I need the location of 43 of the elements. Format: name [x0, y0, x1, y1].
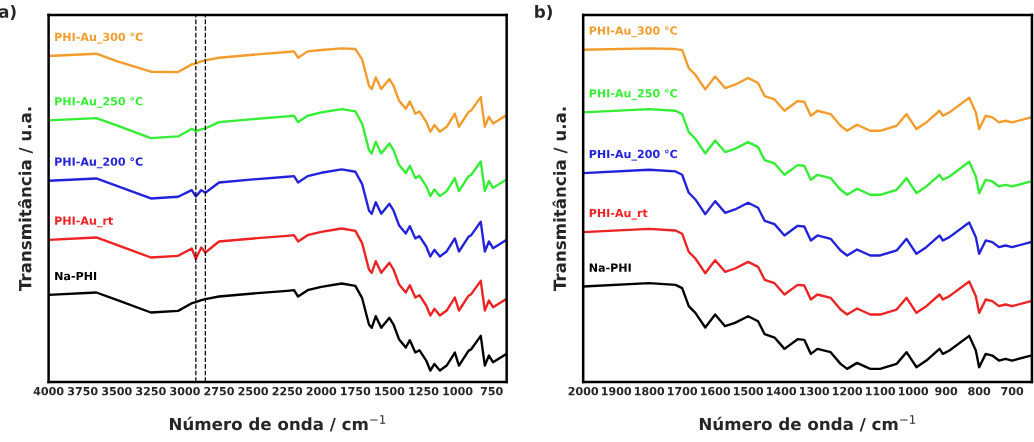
series-label: PHI-Au_200 °C — [589, 149, 678, 161]
x-axis-title: Número de onda / cm$^{−1}$ — [699, 415, 916, 432]
series-label: PHI-Au_300 °C — [589, 26, 678, 38]
x-tick-label: 2000 — [306, 386, 337, 396]
x-tick-label: 1600 — [700, 386, 731, 396]
x-tick-label: 1250 — [409, 386, 439, 396]
series-label: PHI-Au_250 °C — [589, 88, 678, 100]
x-tick-label: 3250 — [136, 386, 166, 396]
x-tick-label: 800 — [968, 386, 991, 396]
x-tick-label: 4000 — [33, 386, 64, 396]
series-label: PHI-Au_rt — [55, 216, 113, 228]
x-tick-label: 900 — [935, 386, 958, 396]
x-tick-label: 2000 — [568, 386, 599, 396]
x-tick-label: 1000 — [443, 386, 473, 396]
x-tick-label: 1300 — [799, 386, 830, 396]
x-tick-label: 1400 — [766, 386, 797, 396]
series-label: Na-PHI — [589, 263, 631, 272]
x-tick-label: 3500 — [102, 386, 132, 396]
x-tick-label: 3750 — [67, 386, 98, 396]
chart-title: b) — [535, 5, 552, 20]
x-tick-label: 1750 — [341, 386, 371, 396]
x-tick-label: 1000 — [898, 386, 929, 396]
x-tick-label: 3000 — [170, 386, 200, 396]
x-tick-label: 2500 — [238, 386, 269, 396]
y-axis-title: Transmitância / u.a. — [17, 107, 33, 291]
x-tick-label: 750 — [480, 386, 503, 396]
x-tick-label: 2750 — [204, 386, 234, 396]
series-label: Na-PHI — [55, 271, 97, 281]
x-tick-label: 1800 — [634, 386, 665, 396]
series-label: PHI-Au_300 °C — [55, 32, 143, 44]
x-tick-label: 1700 — [667, 386, 698, 396]
series-label: PHI-Au_200 °C — [55, 157, 143, 169]
x-tick-label: 1500 — [375, 386, 405, 396]
x-tick-label: 1900 — [601, 386, 632, 396]
x-tick-label: 700 — [1001, 386, 1024, 396]
x-tick-label: 2250 — [272, 386, 303, 396]
x-axis-title: Número de onda / cm$^{−1}$ — [169, 415, 386, 432]
series-label: PHI-Au_rt — [589, 208, 648, 220]
x-tick-label: 1100 — [865, 386, 896, 396]
x-tick-label: 1200 — [832, 386, 863, 396]
x-tick-label: 1500 — [733, 386, 764, 396]
series-label: PHI-Au_250 °C — [55, 96, 143, 108]
y-axis-title: Transmitância / u.a. — [552, 107, 568, 291]
